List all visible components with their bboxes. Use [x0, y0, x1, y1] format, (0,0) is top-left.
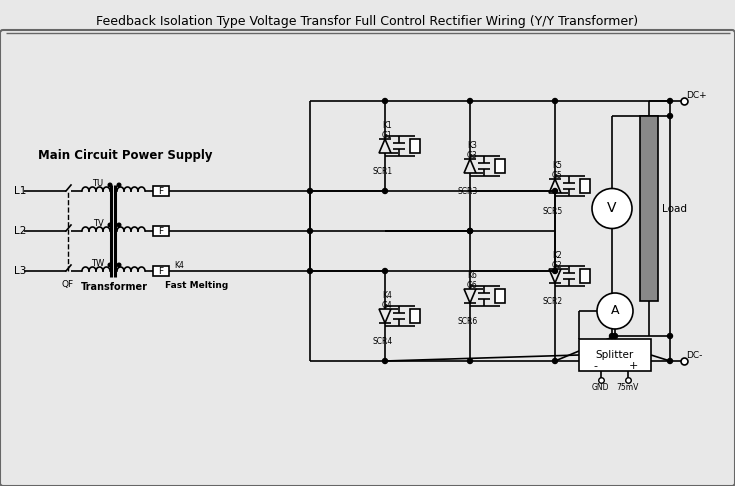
Circle shape: [117, 183, 121, 187]
Circle shape: [597, 293, 633, 329]
Text: SCR5: SCR5: [543, 207, 563, 215]
FancyBboxPatch shape: [0, 30, 735, 486]
Text: SCR3: SCR3: [458, 187, 478, 195]
Text: GND: GND: [592, 383, 609, 393]
Circle shape: [382, 268, 387, 274]
Circle shape: [382, 359, 387, 364]
Text: SCR2: SCR2: [543, 296, 563, 306]
Circle shape: [108, 183, 112, 187]
Text: SCR4: SCR4: [373, 336, 393, 346]
Text: K5: K5: [552, 160, 562, 170]
Text: G6: G6: [467, 280, 478, 290]
Circle shape: [612, 333, 617, 339]
Text: K4: K4: [382, 291, 392, 299]
Text: TV: TV: [93, 220, 104, 228]
Text: L3: L3: [14, 266, 26, 276]
Bar: [580, 269, 590, 283]
Circle shape: [117, 263, 121, 267]
Bar: [410, 309, 420, 323]
Circle shape: [553, 268, 558, 274]
Text: G3: G3: [467, 151, 478, 159]
Text: G4: G4: [382, 300, 392, 310]
Text: +: +: [629, 361, 639, 371]
Bar: [495, 159, 505, 173]
Circle shape: [382, 99, 387, 104]
Circle shape: [592, 189, 632, 228]
Circle shape: [553, 359, 558, 364]
Text: Splitter: Splitter: [596, 350, 634, 360]
Bar: [495, 289, 505, 303]
Text: SCR6: SCR6: [458, 316, 478, 326]
Bar: [580, 179, 590, 193]
Text: TW: TW: [91, 260, 104, 268]
Circle shape: [667, 333, 673, 339]
Circle shape: [467, 99, 473, 104]
Bar: [640, 116, 658, 301]
Circle shape: [667, 114, 673, 119]
Text: SCR1: SCR1: [373, 167, 393, 175]
Text: L2: L2: [14, 226, 26, 236]
Circle shape: [553, 99, 558, 104]
Bar: [153, 186, 169, 196]
Text: K4: K4: [174, 260, 184, 270]
Circle shape: [553, 189, 558, 193]
Text: Feedback Isolation Type Voltage Transfor Full Control Rectifier Wiring (Y/Y Tran: Feedback Isolation Type Voltage Transfor…: [96, 16, 638, 29]
Circle shape: [307, 268, 312, 274]
Circle shape: [307, 189, 312, 193]
Circle shape: [307, 228, 312, 233]
Text: K3: K3: [467, 140, 477, 150]
Circle shape: [382, 189, 387, 193]
Text: K2: K2: [552, 250, 562, 260]
Text: -: -: [594, 361, 598, 371]
Text: G2: G2: [552, 260, 562, 270]
Text: F: F: [159, 187, 164, 195]
Text: Load: Load: [662, 204, 687, 213]
Text: 75mV: 75mV: [617, 383, 639, 393]
Text: F: F: [159, 226, 164, 236]
Bar: [153, 226, 169, 236]
Circle shape: [108, 263, 112, 267]
Circle shape: [467, 228, 473, 233]
Text: K1: K1: [382, 121, 392, 129]
Text: Transformer: Transformer: [81, 282, 148, 292]
Bar: [153, 266, 169, 276]
Text: G5: G5: [552, 171, 563, 179]
Text: L1: L1: [14, 186, 26, 196]
Circle shape: [117, 223, 121, 227]
Circle shape: [667, 359, 673, 364]
Bar: [410, 139, 420, 153]
Text: QF: QF: [62, 279, 74, 289]
Circle shape: [467, 228, 473, 233]
Bar: [579, 339, 651, 371]
Text: TU: TU: [93, 179, 104, 189]
Text: G1: G1: [382, 131, 392, 139]
Circle shape: [609, 333, 614, 339]
Text: Main Circuit Power Supply: Main Circuit Power Supply: [37, 150, 212, 162]
Circle shape: [467, 359, 473, 364]
Text: DC-: DC-: [686, 351, 703, 361]
Circle shape: [108, 223, 112, 227]
Text: DC+: DC+: [686, 91, 706, 101]
Text: V: V: [607, 202, 617, 215]
Text: Fast Melting: Fast Melting: [165, 280, 229, 290]
Circle shape: [667, 99, 673, 104]
Text: F: F: [159, 266, 164, 276]
Text: A: A: [611, 305, 620, 317]
Text: K6: K6: [467, 271, 477, 279]
